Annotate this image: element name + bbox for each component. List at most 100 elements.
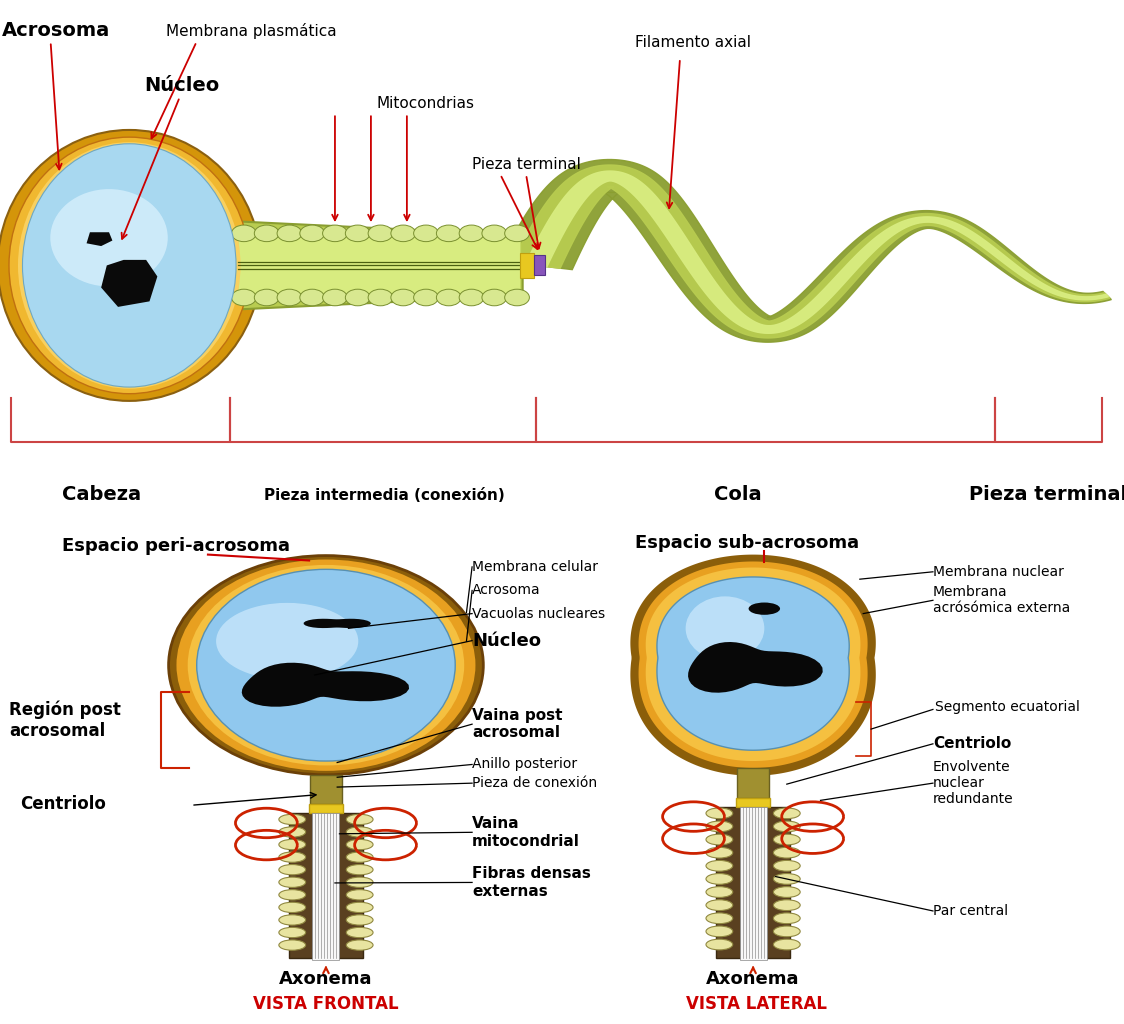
Ellipse shape — [706, 939, 733, 950]
Text: Acrosoma: Acrosoma — [2, 20, 110, 40]
Ellipse shape — [346, 826, 373, 838]
Ellipse shape — [459, 289, 483, 306]
Ellipse shape — [749, 602, 780, 614]
Bar — [737, 768, 769, 798]
Ellipse shape — [414, 289, 438, 306]
Ellipse shape — [279, 890, 306, 900]
Ellipse shape — [414, 225, 438, 242]
Polygon shape — [638, 561, 868, 768]
Text: VISTA FRONTAL: VISTA FRONTAL — [253, 995, 399, 1014]
Ellipse shape — [345, 225, 370, 242]
Ellipse shape — [346, 890, 373, 900]
Ellipse shape — [369, 225, 393, 242]
Polygon shape — [233, 221, 523, 309]
Polygon shape — [513, 165, 1109, 338]
Polygon shape — [303, 618, 371, 628]
Polygon shape — [101, 260, 157, 307]
Ellipse shape — [279, 826, 306, 838]
Polygon shape — [645, 567, 861, 761]
Text: Axonema: Axonema — [279, 970, 372, 988]
Ellipse shape — [254, 225, 279, 242]
Ellipse shape — [482, 225, 507, 242]
Ellipse shape — [505, 225, 529, 242]
Text: Vacuolas nucleares: Vacuolas nucleares — [472, 606, 605, 621]
Text: Segmento ecuatorial: Segmento ecuatorial — [935, 700, 1080, 715]
Bar — [534, 255, 545, 275]
Text: Membrana celular: Membrana celular — [472, 560, 598, 573]
Text: Núcleo: Núcleo — [144, 76, 219, 95]
Text: Acrosoma: Acrosoma — [472, 584, 541, 597]
Ellipse shape — [436, 225, 461, 242]
Ellipse shape — [254, 289, 279, 306]
Polygon shape — [242, 663, 409, 707]
Ellipse shape — [346, 902, 373, 912]
Ellipse shape — [773, 808, 800, 819]
Ellipse shape — [706, 835, 733, 845]
Ellipse shape — [482, 289, 507, 306]
Ellipse shape — [346, 864, 373, 874]
Ellipse shape — [391, 289, 416, 306]
Text: Anillo posterior: Anillo posterior — [472, 758, 578, 771]
Text: Fibras densas
externas: Fibras densas externas — [472, 866, 591, 899]
Bar — [289, 813, 363, 957]
Ellipse shape — [346, 928, 373, 938]
Text: Vaina post
acrosomal: Vaina post acrosomal — [472, 708, 563, 740]
Polygon shape — [656, 577, 850, 751]
Ellipse shape — [706, 887, 733, 897]
Ellipse shape — [436, 289, 461, 306]
Bar — [310, 775, 342, 804]
Ellipse shape — [346, 878, 373, 888]
Ellipse shape — [773, 835, 800, 845]
Ellipse shape — [279, 878, 306, 888]
Ellipse shape — [18, 142, 241, 389]
Text: VISTA LATERAL: VISTA LATERAL — [686, 995, 826, 1014]
Polygon shape — [631, 555, 876, 776]
Ellipse shape — [197, 569, 455, 761]
Ellipse shape — [279, 814, 306, 824]
Ellipse shape — [706, 808, 733, 819]
Ellipse shape — [216, 603, 359, 680]
Ellipse shape — [459, 225, 483, 242]
Ellipse shape — [9, 137, 250, 393]
Ellipse shape — [706, 900, 733, 910]
Ellipse shape — [346, 914, 373, 925]
Text: Cola: Cola — [714, 485, 761, 505]
Ellipse shape — [346, 840, 373, 850]
Ellipse shape — [706, 821, 733, 831]
Ellipse shape — [279, 864, 306, 874]
Ellipse shape — [345, 289, 370, 306]
Bar — [309, 804, 343, 813]
Ellipse shape — [346, 940, 373, 950]
Ellipse shape — [346, 852, 373, 862]
Ellipse shape — [773, 913, 800, 924]
Text: Membrana
acrósómica externa: Membrana acrósómica externa — [933, 585, 1070, 615]
Ellipse shape — [279, 928, 306, 938]
Polygon shape — [688, 642, 823, 692]
Text: Filamento axial: Filamento axial — [635, 35, 751, 50]
Bar — [740, 807, 767, 961]
Text: Pieza de conexión: Pieza de conexión — [472, 776, 597, 791]
Bar — [736, 798, 770, 807]
Bar — [312, 813, 339, 961]
Text: Par central: Par central — [933, 904, 1008, 918]
Ellipse shape — [0, 130, 261, 400]
Text: Axonema: Axonema — [706, 970, 799, 988]
Ellipse shape — [773, 821, 800, 831]
Ellipse shape — [169, 556, 483, 775]
Ellipse shape — [706, 847, 733, 858]
Ellipse shape — [369, 289, 393, 306]
Text: Vaina
mitocondrial: Vaina mitocondrial — [472, 816, 580, 849]
Polygon shape — [525, 171, 1108, 333]
Bar — [520, 253, 534, 278]
Text: Cabeza: Cabeza — [62, 485, 140, 505]
Text: Membrana nuclear: Membrana nuclear — [933, 565, 1063, 579]
Ellipse shape — [773, 900, 800, 910]
Ellipse shape — [323, 289, 347, 306]
Text: Espacio sub-acrosoma: Espacio sub-acrosoma — [635, 535, 859, 552]
Ellipse shape — [188, 565, 464, 766]
Ellipse shape — [278, 225, 301, 242]
Text: Región post
acrosomal: Región post acrosomal — [9, 700, 121, 740]
Polygon shape — [500, 160, 1112, 342]
Ellipse shape — [22, 143, 236, 387]
Text: Centriolo: Centriolo — [20, 795, 106, 813]
